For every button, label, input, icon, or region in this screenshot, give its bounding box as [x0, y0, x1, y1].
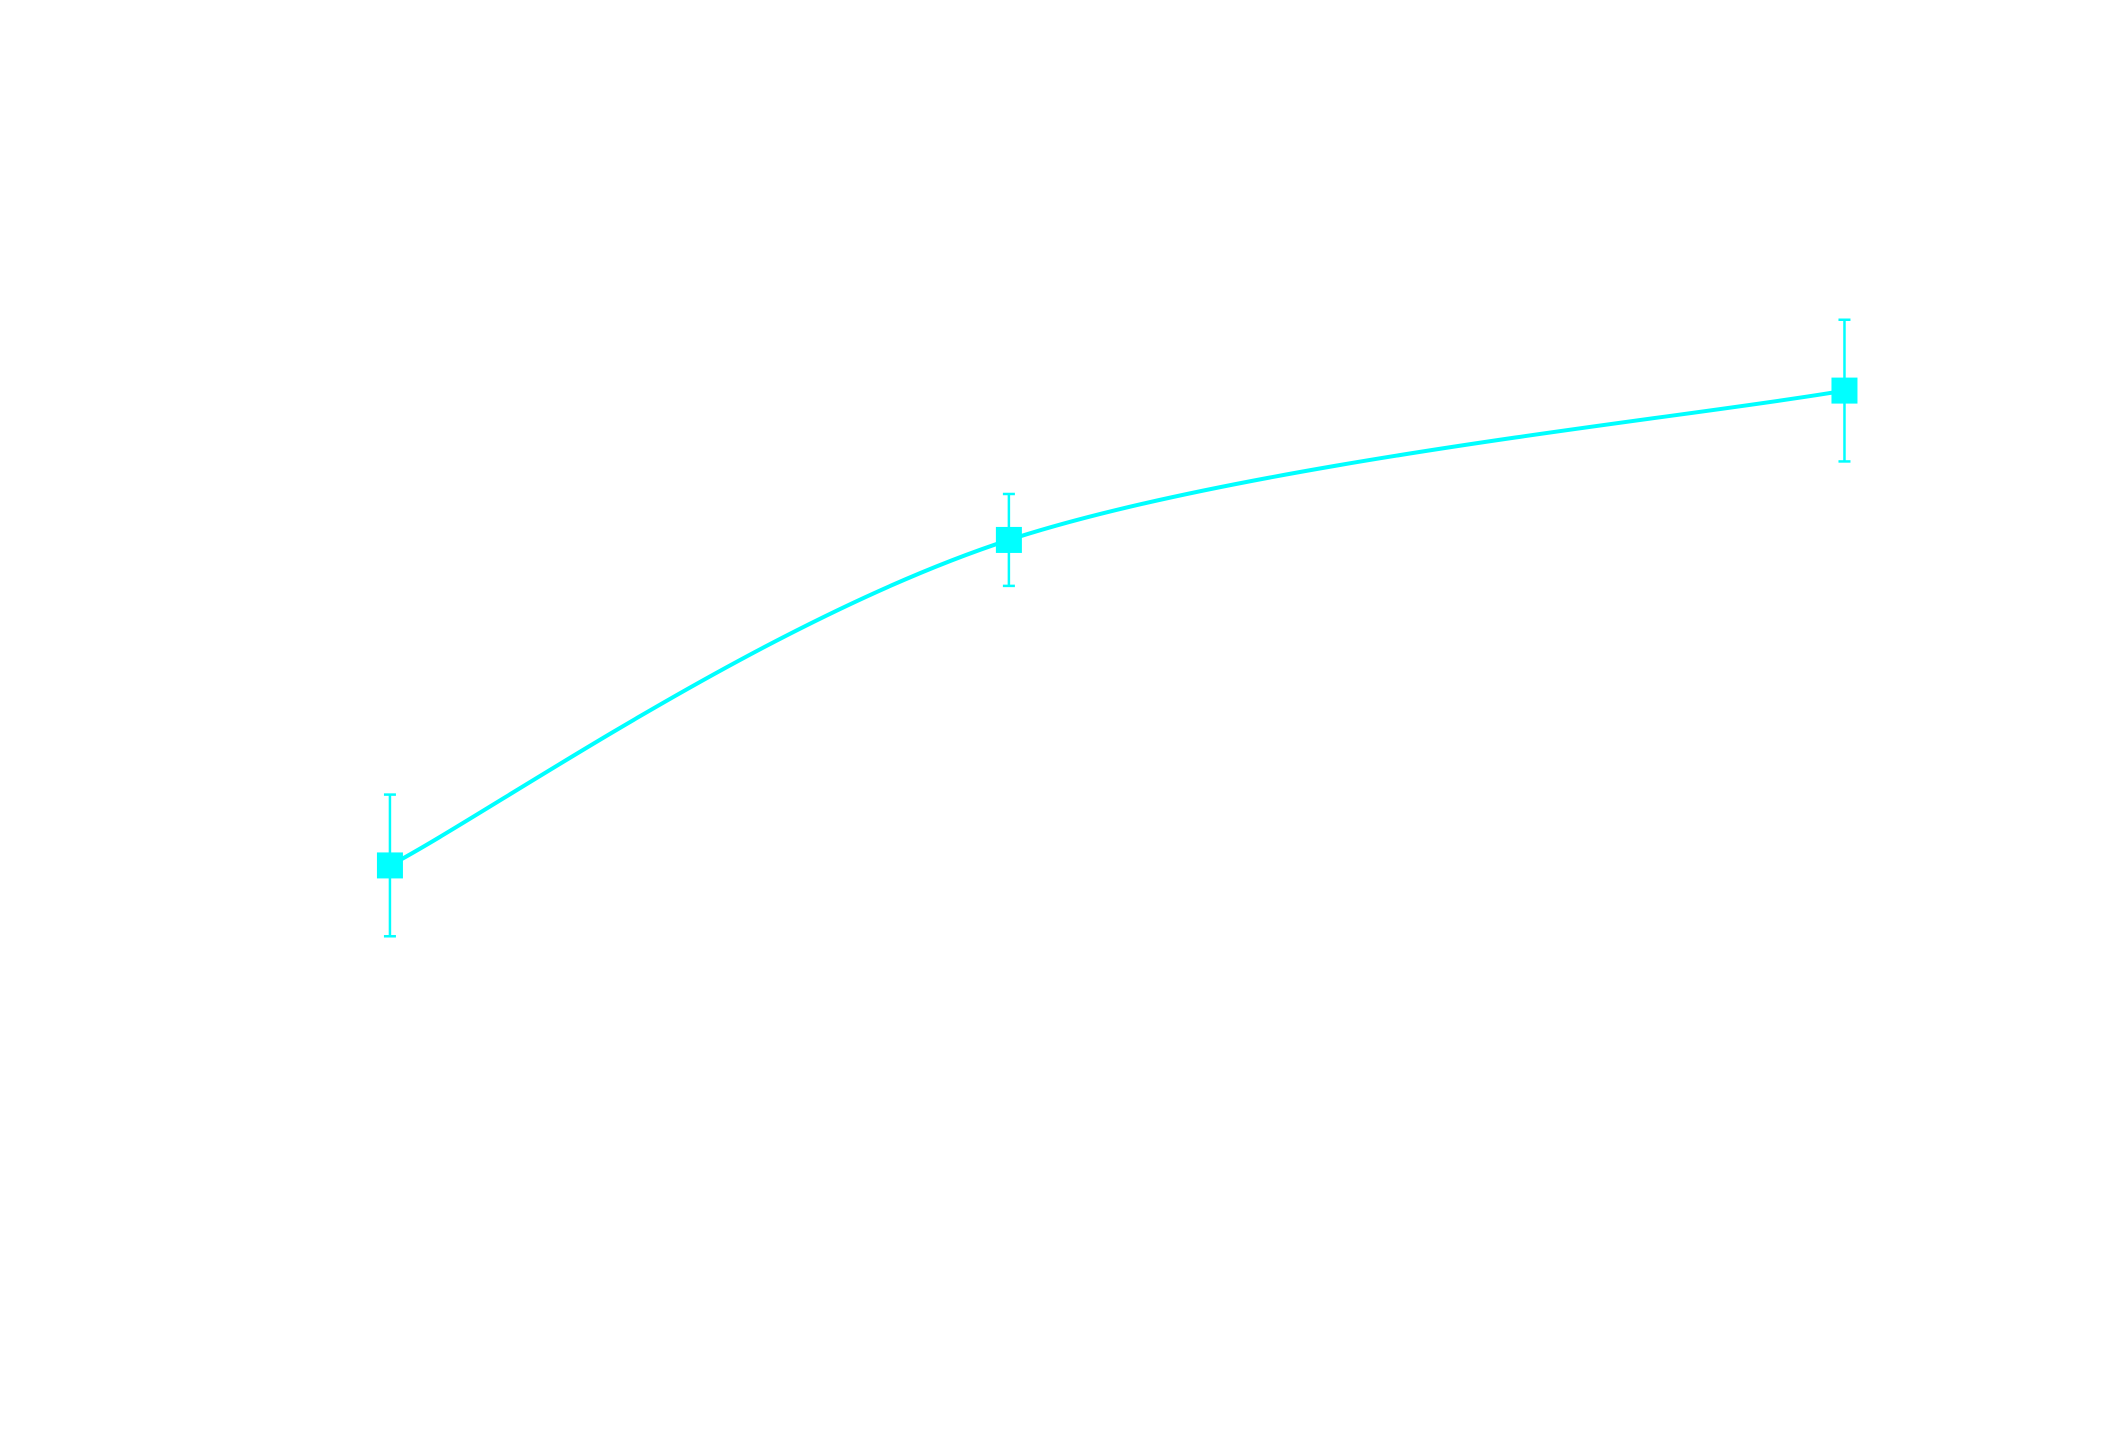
series-line [387, 388, 1847, 868]
data-point-marker [376, 852, 403, 879]
data-point-marker [1831, 377, 1858, 404]
data-point-marker [995, 526, 1022, 553]
